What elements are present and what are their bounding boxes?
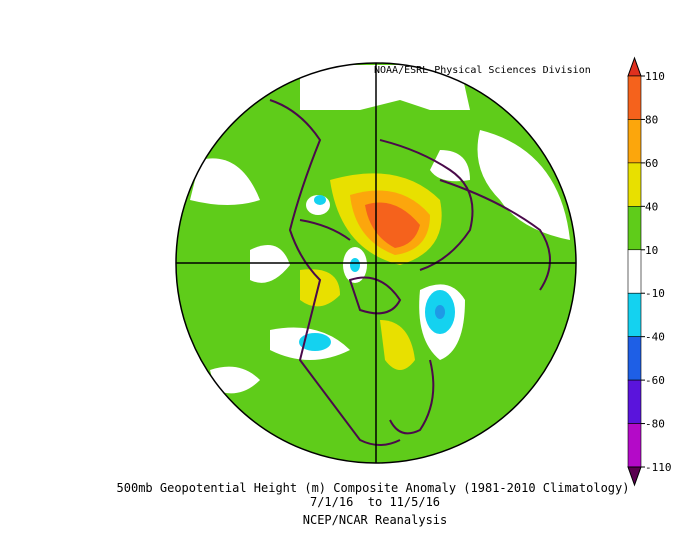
colorbar-segment bbox=[627, 206, 642, 251]
colorbar-label: -110 bbox=[645, 461, 672, 474]
colorbar-arrow bbox=[627, 466, 642, 487]
colorbar-segment bbox=[627, 379, 642, 424]
data-source: NCEP/NCAR Reanalysis bbox=[303, 513, 448, 527]
colorbar-arrow bbox=[627, 56, 642, 77]
anomaly-fields bbox=[190, 65, 570, 394]
coastlines bbox=[269, 99, 551, 446]
colorbar-label: 80 bbox=[645, 113, 658, 126]
colorbar-segment bbox=[627, 249, 642, 294]
colorbar-label: 60 bbox=[645, 157, 658, 170]
date-range: 7/1/16 to 11/5/16 bbox=[310, 495, 440, 509]
colorbar-label: -80 bbox=[645, 418, 665, 431]
colorbar-segment bbox=[627, 423, 642, 468]
colorbar-segment bbox=[627, 336, 642, 381]
colorbar-segment bbox=[627, 292, 642, 337]
colorbar: 110 80 60 40 10 -10 -40 -60 -80 -110 bbox=[627, 56, 672, 487]
colorbar-label: 10 bbox=[645, 244, 658, 257]
colorbar-label: -40 bbox=[645, 331, 665, 344]
colorbar-label: 110 bbox=[645, 70, 665, 83]
colorbar-label: -10 bbox=[645, 287, 665, 300]
map bbox=[176, 63, 576, 463]
colorbar-segment bbox=[627, 119, 642, 164]
colorbar-label: -60 bbox=[645, 374, 665, 387]
map-title: 500mb Geopotential Height (m) Composite … bbox=[117, 481, 630, 495]
credit: NOAA/ESRL Physical Sciences Division bbox=[374, 65, 591, 76]
colorbar-label: 40 bbox=[645, 200, 658, 213]
colorbar-segment bbox=[627, 75, 642, 120]
colorbar-segment bbox=[627, 162, 642, 207]
map-border bbox=[175, 62, 577, 464]
